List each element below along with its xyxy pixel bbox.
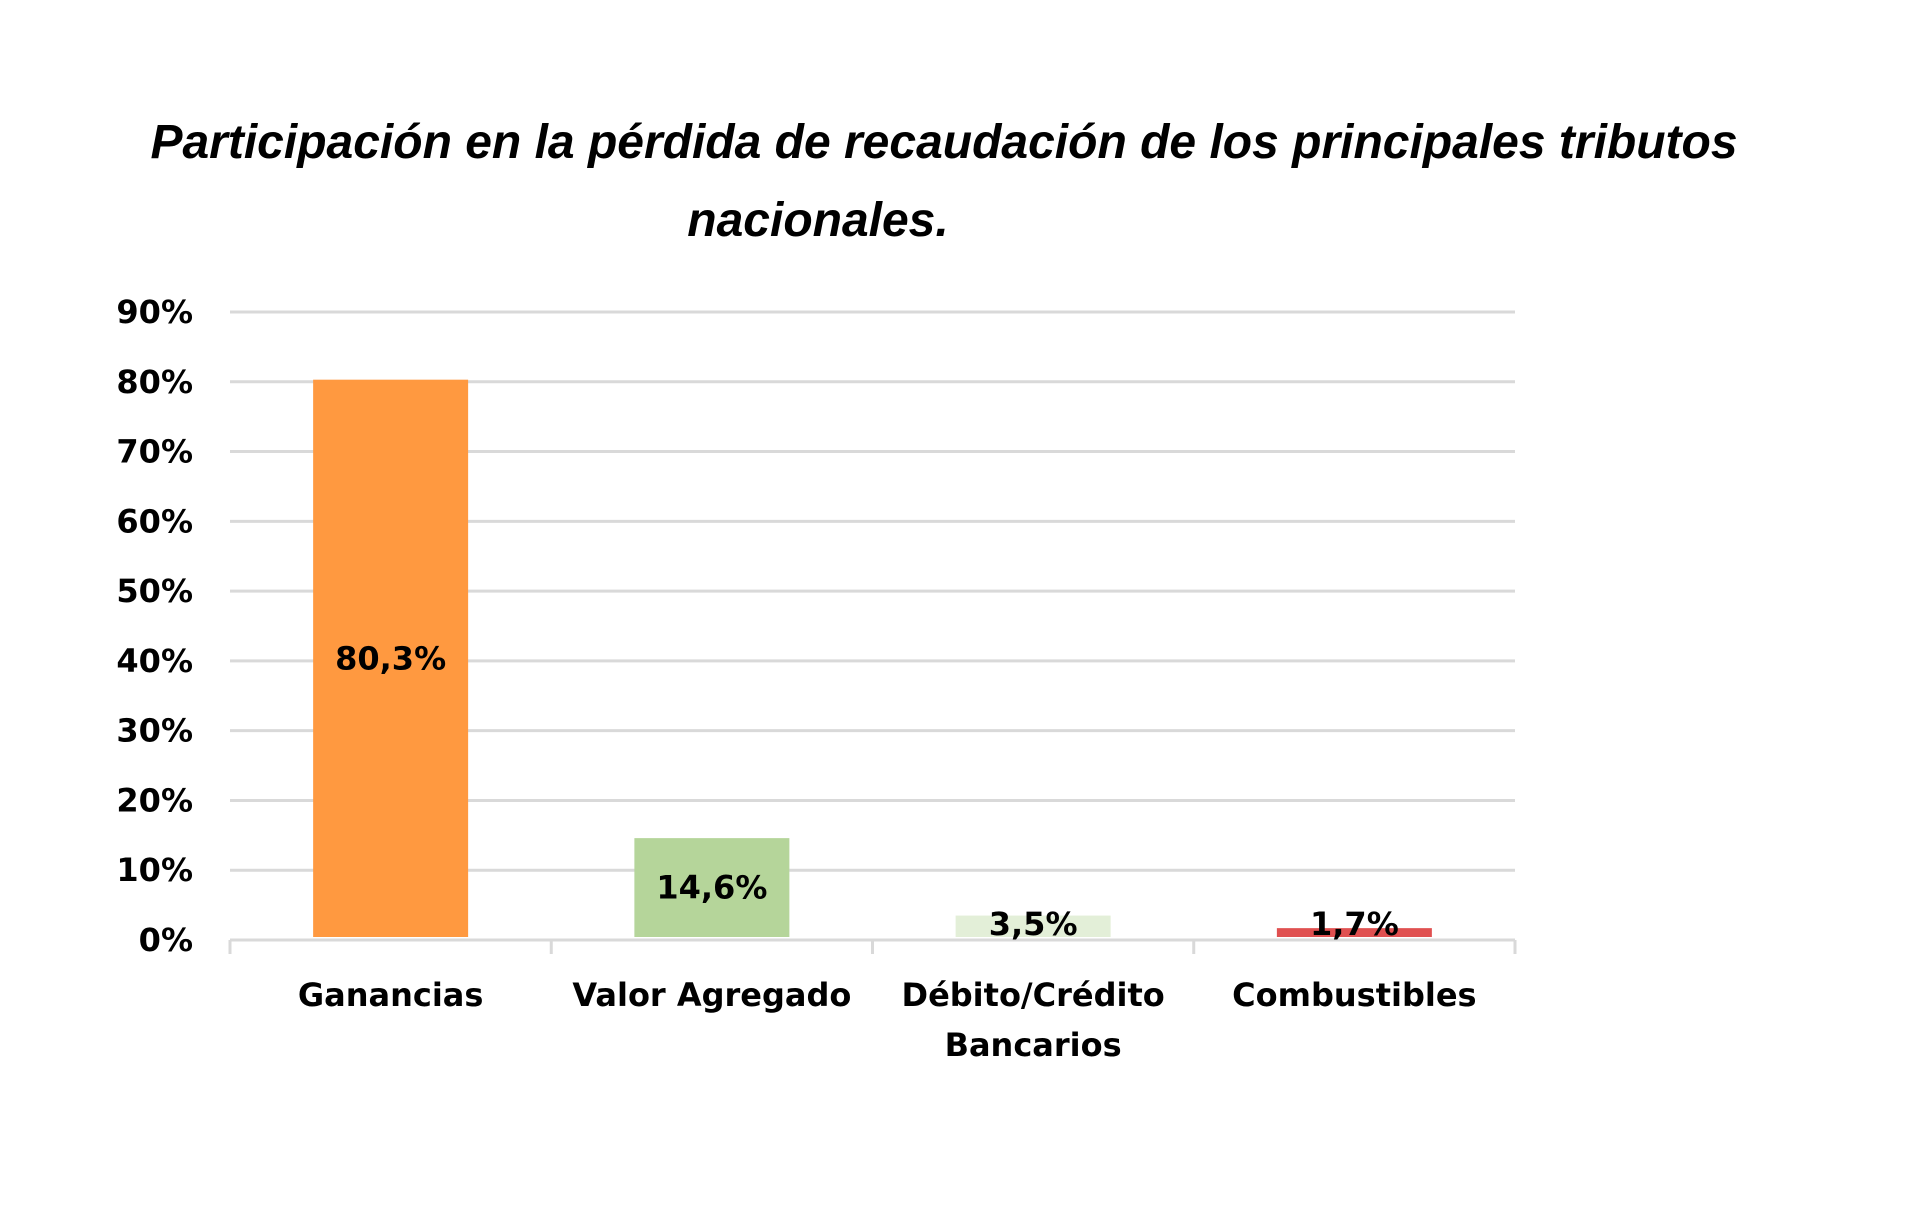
x-tick-label: Bancarios <box>945 1026 1122 1064</box>
x-tick-label: Combustibles <box>1232 976 1476 1014</box>
y-tick-label: 50% <box>116 572 193 610</box>
y-tick-label: 30% <box>116 712 193 750</box>
bar <box>634 838 790 937</box>
bar <box>313 379 469 937</box>
y-tick-label: 10% <box>116 851 193 889</box>
y-tick-label: 80% <box>116 363 193 401</box>
data-labels: 80,3% 14,6% 3,5% 1,7% <box>335 639 1399 943</box>
data-label: 80,3% <box>335 639 446 677</box>
y-tick-label: 0% <box>139 921 193 959</box>
x-tick-label: Débito/Crédito <box>902 976 1165 1014</box>
data-label: 3,5% <box>989 905 1078 943</box>
bars <box>313 379 1432 937</box>
y-tick-label: 20% <box>116 781 193 819</box>
y-tick-label: 70% <box>116 433 193 471</box>
bar <box>1276 928 1432 937</box>
x-tick-label: Valor Agregado <box>572 976 851 1014</box>
y-tick-label: 90% <box>116 293 193 331</box>
x-axis-tick-labels: Ganancias Valor Agregado Débito/Crédito Ban… <box>298 976 1477 1064</box>
bar <box>955 915 1111 937</box>
chart-title-line-1: Participación en la pérdida de recaudaci… <box>150 116 1737 169</box>
data-label: 14,6% <box>656 869 767 907</box>
data-label: 1,7% <box>1310 905 1399 943</box>
chart-title-line-2: nacionales. <box>687 194 948 247</box>
y-tick-label: 60% <box>116 502 193 540</box>
x-tick-label: Ganancias <box>298 976 484 1014</box>
y-axis-tick-labels: 0% 10% 20% 30% 40% 50% 60% 70% 80% 90% <box>116 293 193 959</box>
y-tick-label: 40% <box>116 642 193 680</box>
